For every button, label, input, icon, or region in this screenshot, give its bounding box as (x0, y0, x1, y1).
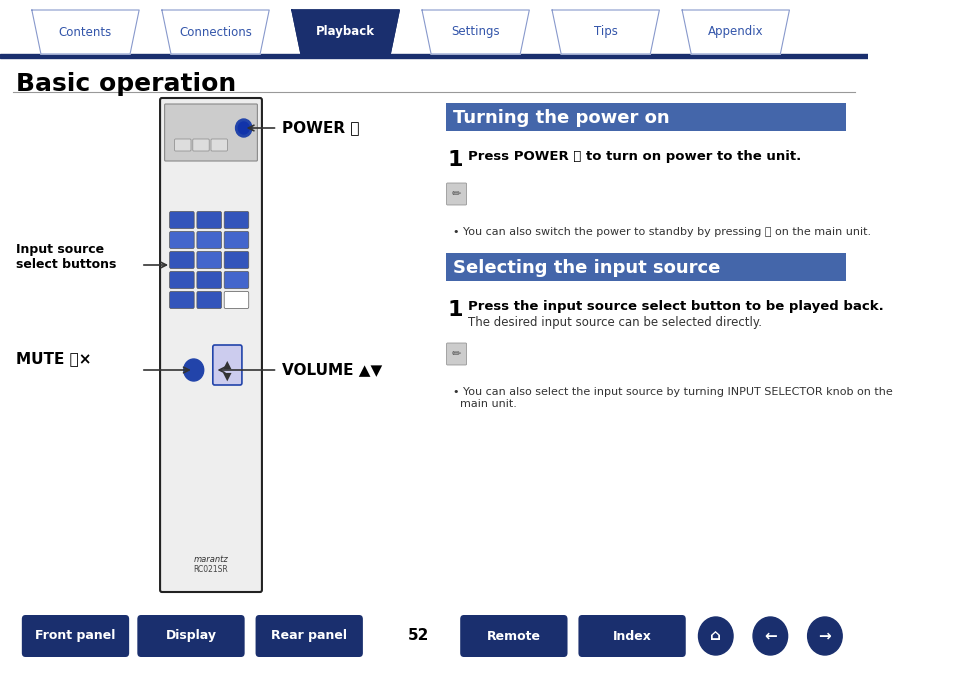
Text: RC021SR: RC021SR (193, 565, 228, 575)
Text: marantz: marantz (193, 555, 228, 565)
FancyBboxPatch shape (196, 232, 221, 248)
Text: →: → (818, 629, 830, 643)
Polygon shape (31, 10, 139, 54)
FancyBboxPatch shape (224, 291, 249, 308)
FancyBboxPatch shape (446, 183, 466, 205)
FancyBboxPatch shape (446, 343, 466, 365)
Text: ▲: ▲ (223, 360, 232, 370)
Circle shape (184, 359, 204, 381)
Text: VOLUME ▲▼: VOLUME ▲▼ (282, 363, 382, 378)
Text: • You can also switch the power to standby by pressing ⏻ on the main unit.: • You can also switch the power to stand… (453, 227, 870, 237)
FancyBboxPatch shape (22, 615, 129, 657)
Text: POWER ⏻: POWER ⏻ (282, 120, 359, 135)
Bar (0, 54, 866, 58)
Text: ⌂: ⌂ (710, 629, 720, 643)
Text: Press the input source select button to be played back.: Press the input source select button to … (468, 300, 883, 313)
Text: ←: ← (763, 629, 776, 643)
Text: ✏: ✏ (452, 349, 460, 359)
Circle shape (238, 122, 249, 134)
Circle shape (752, 617, 787, 655)
Text: MUTE 🔇×: MUTE 🔇× (16, 351, 91, 367)
Text: Contents: Contents (59, 26, 112, 38)
Text: Index: Index (612, 629, 651, 643)
Text: • You can also select the input source by turning INPUT SELECTOR knob on the
  m: • You can also select the input source b… (453, 387, 892, 409)
FancyBboxPatch shape (165, 104, 257, 161)
FancyBboxPatch shape (170, 291, 194, 308)
FancyBboxPatch shape (445, 253, 845, 281)
FancyBboxPatch shape (211, 139, 227, 151)
Circle shape (698, 617, 732, 655)
FancyBboxPatch shape (174, 139, 191, 151)
FancyBboxPatch shape (578, 615, 685, 657)
FancyBboxPatch shape (170, 271, 194, 289)
Text: The desired input source can be selected directly.: The desired input source can be selected… (468, 316, 761, 329)
Text: Basic operation: Basic operation (16, 72, 236, 96)
FancyBboxPatch shape (196, 271, 221, 289)
Polygon shape (162, 10, 269, 54)
FancyBboxPatch shape (170, 211, 194, 229)
Text: Input source
select buttons: Input source select buttons (16, 243, 116, 271)
Text: Rear panel: Rear panel (271, 629, 347, 643)
Text: 1: 1 (447, 300, 462, 320)
Text: Appendix: Appendix (707, 26, 762, 38)
FancyBboxPatch shape (459, 615, 567, 657)
FancyBboxPatch shape (213, 345, 242, 385)
FancyBboxPatch shape (224, 252, 249, 269)
Text: Front panel: Front panel (35, 629, 115, 643)
Text: Playback: Playback (315, 26, 375, 38)
Text: Display: Display (165, 629, 216, 643)
Polygon shape (421, 10, 529, 54)
Text: Press POWER ⏻ to turn on power to the unit.: Press POWER ⏻ to turn on power to the un… (468, 150, 801, 163)
FancyBboxPatch shape (224, 211, 249, 229)
Circle shape (807, 617, 841, 655)
Polygon shape (292, 10, 399, 54)
Text: Remote: Remote (486, 629, 540, 643)
Text: Connections: Connections (179, 26, 252, 38)
Polygon shape (552, 10, 659, 54)
FancyBboxPatch shape (255, 615, 362, 657)
FancyBboxPatch shape (193, 139, 209, 151)
FancyBboxPatch shape (170, 252, 194, 269)
Text: ▼: ▼ (223, 372, 232, 382)
FancyBboxPatch shape (224, 232, 249, 248)
Text: ✏: ✏ (452, 189, 460, 199)
FancyBboxPatch shape (196, 291, 221, 308)
FancyBboxPatch shape (196, 211, 221, 229)
Circle shape (235, 119, 252, 137)
Text: Settings: Settings (451, 26, 499, 38)
Text: Tips: Tips (593, 26, 617, 38)
Polygon shape (681, 10, 788, 54)
FancyBboxPatch shape (196, 252, 221, 269)
FancyBboxPatch shape (445, 103, 845, 131)
Text: 52: 52 (407, 629, 429, 643)
Text: Turning the power on: Turning the power on (453, 109, 669, 127)
Text: 1: 1 (447, 150, 462, 170)
FancyBboxPatch shape (160, 98, 262, 592)
FancyBboxPatch shape (170, 232, 194, 248)
FancyBboxPatch shape (224, 271, 249, 289)
Text: Selecting the input source: Selecting the input source (453, 259, 720, 277)
FancyBboxPatch shape (137, 615, 244, 657)
